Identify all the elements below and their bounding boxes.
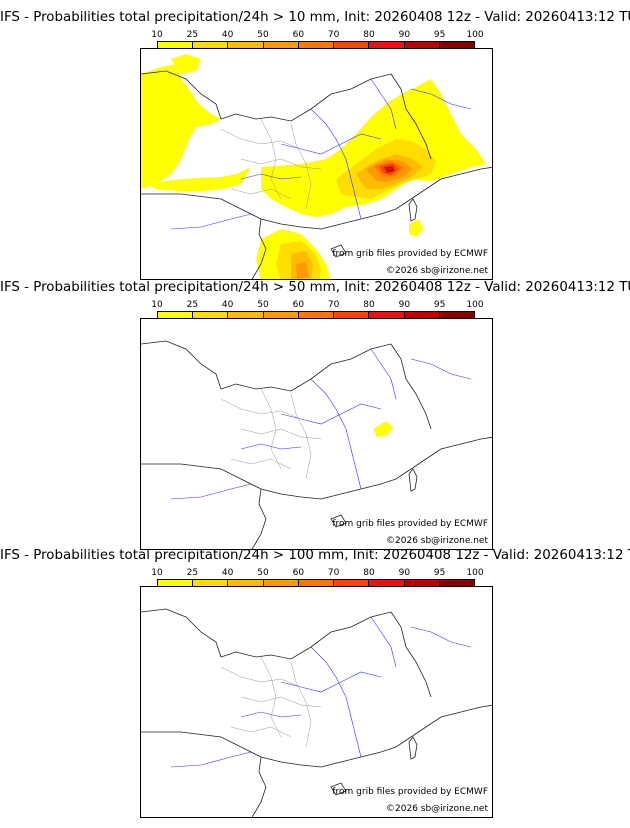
colorbar-tick-label: 40 — [221, 30, 234, 40]
colorbar-tick-label: 60 — [292, 568, 305, 578]
colorbar-tick-label: 50 — [257, 300, 269, 310]
colorbar-tick-label: 40 — [221, 300, 234, 310]
panel-title: IFS - Probabilities total precipitation/… — [0, 10, 630, 25]
colorbar-swatch — [228, 580, 264, 587]
colorbar-tick-label: 10 — [151, 30, 163, 40]
colorbar-swatches — [157, 579, 475, 588]
colorbar-swatch — [439, 580, 474, 587]
rivers — [170, 78, 472, 230]
colorbar-tick-label: 25 — [186, 568, 199, 578]
colorbar-swatch — [298, 580, 335, 587]
colorbar-swatch — [404, 312, 440, 319]
colorbar-tick-label: 80 — [363, 30, 375, 40]
credit-copyright: ©2026 sb@irizone.net — [386, 536, 488, 546]
colorbar-swatch — [404, 580, 440, 587]
credit-copyright: ©2026 sb@irizone.net — [386, 266, 488, 276]
rivers — [170, 616, 472, 768]
colorbar-tick-label: 95 — [433, 568, 446, 578]
colorbar-tick-label: 10 — [151, 568, 163, 578]
colorbar-tick-label: 40 — [221, 568, 234, 578]
colorbar-swatch — [158, 580, 194, 587]
colorbar-tick-label: 90 — [398, 568, 411, 578]
map-frame: from grib files provided by ECMWF ©2026 … — [140, 318, 493, 550]
colorbar-tick-label: 60 — [292, 30, 305, 40]
colorbar-swatch — [334, 580, 370, 587]
colorbar-tick-label: 80 — [363, 568, 375, 578]
map-canvas — [141, 340, 492, 549]
map-frame: from grib files provided by ECMWF ©2026 … — [140, 586, 493, 818]
region-borders — [220, 118, 322, 210]
colorbar-swatch — [228, 312, 264, 319]
colorbar-swatch — [193, 312, 229, 319]
colorbar-tick-label: 25 — [186, 30, 199, 40]
colorbar-swatch — [298, 312, 335, 319]
region-borders — [220, 656, 322, 748]
colorbar-tick-label: 60 — [292, 300, 305, 310]
colorbar-tick-label: 70 — [327, 568, 340, 578]
colorbar-swatch — [334, 312, 370, 319]
colorbar-tick-label: 95 — [433, 300, 446, 310]
colorbar-swatch — [404, 42, 440, 49]
panel-title: IFS - Probabilities total precipitation/… — [0, 280, 630, 295]
region-borders — [220, 388, 322, 480]
colorbar-tick-label: 10 — [151, 300, 163, 310]
islands — [330, 198, 418, 258]
colorbar-swatch — [158, 42, 194, 49]
map-canvas — [141, 608, 492, 817]
precip-shading — [373, 421, 393, 437]
credit-source: from grib files provided by ECMWF — [332, 787, 488, 797]
colorbar-tick-label: 100 — [466, 30, 484, 40]
colorbar-tick-label: 100 — [466, 568, 484, 578]
islands — [330, 468, 418, 528]
credit-source: from grib files provided by ECMWF — [332, 249, 488, 259]
rivers — [170, 348, 472, 500]
islands — [330, 736, 418, 796]
map-panel-10mm: IFS - Probabilities total precipitation/… — [0, 10, 630, 280]
colorbar-swatch — [263, 42, 299, 49]
colorbar-tick-label: 70 — [327, 300, 340, 310]
colorbar-tick-label: 50 — [257, 30, 269, 40]
precip-shading — [141, 54, 486, 279]
colorbar-swatch — [263, 580, 299, 587]
colorbar-swatch — [334, 42, 370, 49]
colorbar-swatch — [439, 42, 474, 49]
colorbar-tick-label: 90 — [398, 30, 411, 40]
colorbar-tick-label: 100 — [466, 300, 484, 310]
colorbar-tick-label: 95 — [433, 30, 446, 40]
colorbar-swatch — [439, 312, 474, 319]
colorbar-swatch — [369, 42, 405, 49]
credit-source: from grib files provided by ECMWF — [332, 519, 488, 529]
map-frame: from grib files provided by ECMWF ©2026 … — [140, 48, 493, 280]
colorbar-tick-label: 90 — [398, 300, 411, 310]
colorbar-tick-label: 70 — [327, 30, 340, 40]
colorbar-swatch — [193, 42, 229, 49]
colorbar-swatch — [193, 580, 229, 587]
colorbar-swatch — [158, 312, 194, 319]
colorbar-tick-label: 50 — [257, 568, 269, 578]
map-panel-50mm: IFS - Probabilities total precipitation/… — [0, 280, 630, 550]
map-panel-100mm: IFS - Probabilities total precipitation/… — [0, 548, 630, 818]
colorbar-swatch — [369, 312, 405, 319]
panel-title: IFS - Probabilities total precipitation/… — [0, 548, 630, 563]
colorbar-swatch — [369, 580, 405, 587]
colorbar-tick-label: 25 — [186, 300, 199, 310]
colorbar-swatch — [263, 312, 299, 319]
colorbar: 10 25 40 50 60 70 80 90 95 100 — [151, 568, 484, 596]
colorbar-tick-label: 80 — [363, 300, 375, 310]
colorbar-swatch — [228, 42, 264, 49]
colorbar-swatch — [298, 42, 335, 49]
credit-copyright: ©2026 sb@irizone.net — [386, 804, 488, 814]
map-canvas — [141, 54, 492, 279]
